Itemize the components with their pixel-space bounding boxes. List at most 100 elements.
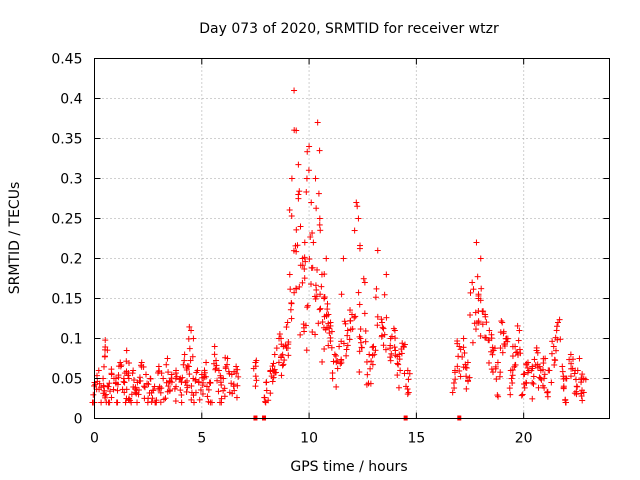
data-point	[387, 354, 394, 361]
data-point	[138, 363, 145, 370]
data-point	[308, 264, 315, 271]
data-point	[394, 372, 401, 379]
data-point	[197, 386, 204, 393]
data-point	[314, 119, 321, 126]
data-point	[143, 371, 149, 378]
data-point	[158, 370, 165, 377]
data-point	[475, 292, 482, 299]
data-point	[324, 306, 331, 313]
data-point	[267, 390, 274, 397]
data-point	[383, 314, 390, 321]
data-point	[308, 199, 315, 206]
data-point	[271, 351, 278, 358]
data-point	[392, 335, 399, 342]
data-point	[366, 351, 373, 358]
x-tick-label: 20	[515, 431, 533, 447]
data-point	[489, 351, 496, 358]
data-point	[293, 248, 300, 255]
data-point	[133, 387, 140, 394]
data-point	[349, 311, 355, 318]
data-point	[555, 319, 561, 326]
data-point	[105, 399, 112, 406]
data-point	[275, 359, 282, 366]
data-point	[545, 367, 552, 374]
data-point	[188, 396, 195, 403]
data-point	[523, 380, 530, 387]
data-point	[270, 360, 277, 367]
data-point	[397, 367, 404, 374]
data-point	[396, 356, 403, 363]
data-point	[362, 327, 369, 334]
data-point	[327, 322, 334, 329]
data-point	[302, 322, 309, 329]
data-point	[509, 372, 516, 379]
data-point	[269, 363, 276, 370]
data-point	[367, 365, 374, 372]
data-point	[450, 379, 457, 386]
data-point	[568, 360, 575, 367]
data-point	[404, 367, 411, 374]
data-point	[369, 361, 376, 368]
data-point	[405, 376, 412, 383]
data-point	[149, 395, 156, 402]
data-point	[234, 366, 241, 373]
data-point	[145, 381, 152, 388]
data-point	[541, 375, 548, 382]
data-point	[178, 399, 185, 406]
data-point	[351, 227, 358, 234]
data-point	[356, 348, 363, 355]
data-point	[405, 389, 412, 396]
data-point	[308, 281, 315, 288]
data-point	[110, 386, 117, 393]
data-point	[130, 377, 137, 384]
data-point	[567, 373, 574, 380]
data-point	[500, 328, 507, 335]
data-point	[231, 387, 238, 394]
data-point	[101, 387, 108, 394]
data-point	[160, 375, 167, 382]
data-point	[123, 386, 130, 393]
data-point	[186, 371, 193, 378]
data-point	[288, 175, 295, 182]
data-point	[168, 375, 175, 382]
data-point	[328, 344, 335, 351]
data-point	[304, 302, 311, 309]
data-point	[491, 345, 498, 352]
data-point	[357, 326, 364, 333]
data-point	[212, 365, 219, 372]
data-point	[548, 350, 555, 357]
x-tick-label: 5	[197, 431, 206, 447]
data-point	[262, 398, 269, 405]
data-point	[215, 367, 222, 374]
data-point	[579, 397, 586, 404]
data-point	[498, 318, 505, 325]
data-point	[201, 367, 208, 374]
data-point	[399, 340, 406, 347]
data-point	[199, 382, 206, 389]
data-point	[104, 347, 111, 354]
data-point	[459, 353, 466, 360]
data-point	[341, 318, 348, 325]
y-tick-label: 0.4	[60, 92, 82, 108]
data-point	[333, 359, 340, 366]
data-point	[521, 384, 528, 391]
data-point	[579, 387, 586, 394]
data-point	[291, 127, 298, 134]
data-point	[265, 397, 272, 404]
data-point	[120, 378, 127, 385]
data-point	[305, 167, 312, 174]
data-point	[218, 395, 225, 402]
data-point	[401, 341, 408, 348]
data-point	[490, 369, 497, 376]
axis-ticks: 0 5 10 15 20 0 0.05 0.1 0.15 0.2 0.25 0.3 0.35 0.4 0.4…	[51, 52, 610, 447]
data-point	[329, 370, 336, 377]
data-point	[378, 316, 385, 323]
data-point	[196, 396, 203, 403]
data-point	[363, 358, 370, 365]
data-point	[177, 387, 184, 394]
data-point	[343, 346, 350, 353]
data-point	[306, 143, 313, 150]
data-point	[92, 381, 99, 388]
data-point	[355, 289, 362, 296]
data-point	[509, 343, 516, 350]
